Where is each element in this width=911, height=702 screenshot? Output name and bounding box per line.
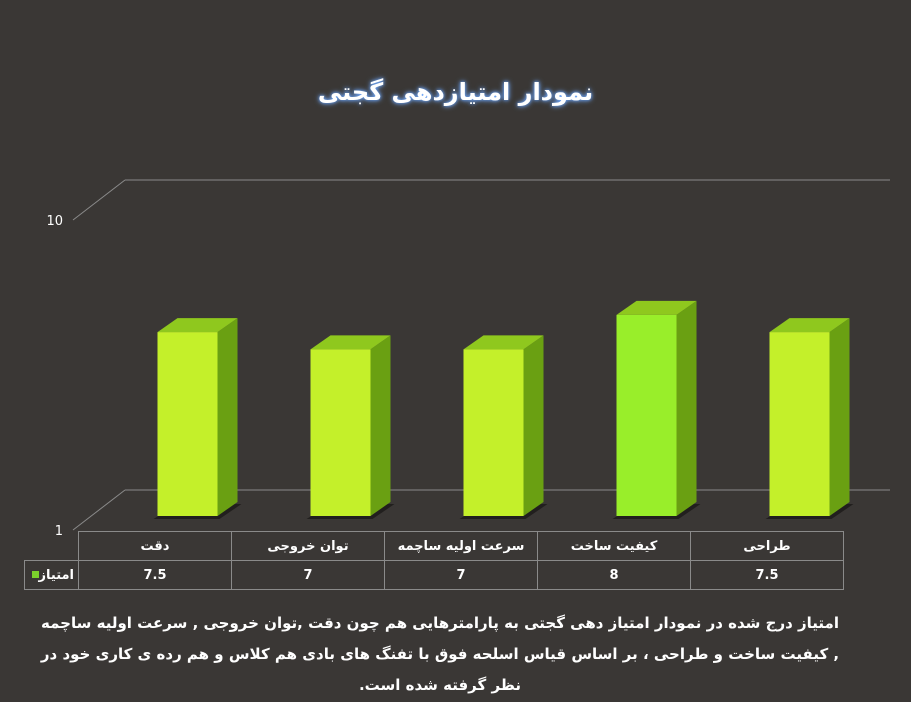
- table-category: دقت: [78, 531, 232, 561]
- bar-side: [523, 335, 544, 516]
- bar: [459, 335, 548, 519]
- data-table: دقت توان خروجی سرعت اولیه ساچمه کیفیت سا…: [24, 531, 844, 590]
- bar-front: [310, 349, 371, 516]
- bar-front: [769, 332, 830, 516]
- bar-top: [157, 318, 238, 333]
- table-value: 7.5: [78, 560, 232, 590]
- table-row: امتیاز 7.5 7 7 8 7.5: [24, 560, 844, 590]
- table-category: طراحی: [690, 531, 844, 561]
- bar-side: [370, 335, 391, 516]
- bar-side: [676, 300, 697, 516]
- y-tick-label: 10: [46, 214, 63, 229]
- bar: [612, 300, 701, 519]
- chart-description: امتیاز درج شده در نمودار امتیاز دهی گجتی…: [40, 614, 840, 694]
- bar-front: [463, 349, 524, 516]
- y-axis-ticks: 110: [46, 214, 63, 539]
- bar-top: [769, 318, 850, 333]
- bar-side: [217, 318, 238, 516]
- table-corner: [24, 531, 79, 561]
- bar-top: [616, 300, 697, 315]
- table-value: 7.5: [690, 560, 844, 590]
- bar-top: [310, 335, 391, 350]
- bar-front: [157, 332, 218, 516]
- series-name: امتیاز: [38, 567, 74, 583]
- table-value: 7: [231, 560, 385, 590]
- bar: [765, 318, 854, 519]
- gridline-depth: [72, 179, 126, 221]
- table-category: توان خروجی: [231, 531, 385, 561]
- table-value: 8: [537, 560, 691, 590]
- table-category: کیفیت ساخت: [537, 531, 691, 561]
- legend-key-icon: [31, 570, 39, 578]
- table-category: سرعت اولیه ساچمه: [384, 531, 538, 561]
- bar-top: [463, 335, 544, 350]
- bar-front: [616, 314, 677, 516]
- bar-side: [829, 318, 850, 516]
- legend-series-cell: امتیاز: [24, 560, 79, 590]
- chart-title: نمودار امتیازدهی گجتی: [317, 78, 594, 106]
- table-header-row: دقت توان خروجی سرعت اولیه ساچمه کیفیت سا…: [24, 531, 844, 561]
- bar: [306, 335, 395, 519]
- bar: [153, 318, 242, 519]
- gridline-depth: [72, 489, 126, 531]
- bars: [153, 300, 854, 519]
- table-value: 7: [384, 560, 538, 590]
